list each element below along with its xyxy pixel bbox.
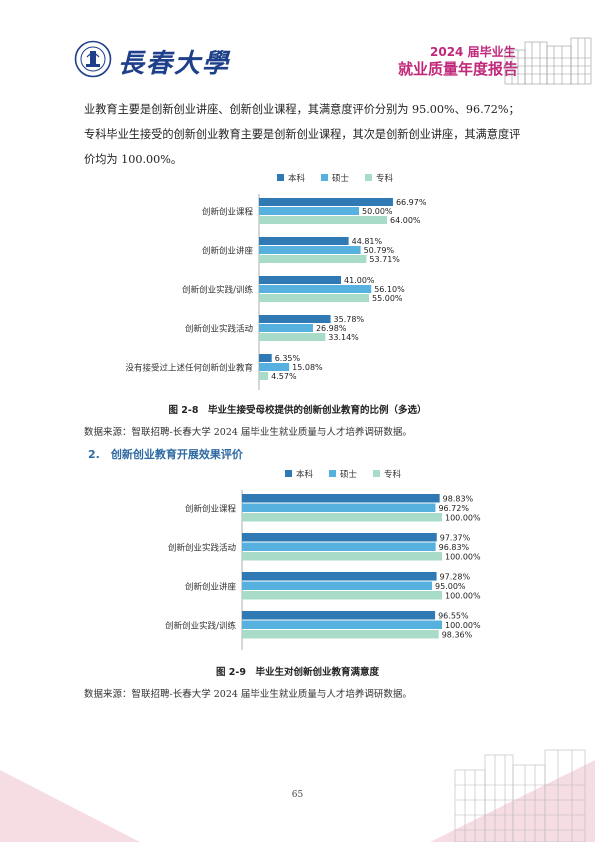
category-label: 创新创业实践/训练	[182, 285, 253, 296]
legend-label: 本科	[296, 469, 314, 480]
bar	[259, 237, 349, 245]
bar	[259, 246, 361, 254]
data-label: 15.08%	[292, 363, 323, 372]
data-label: 97.28%	[440, 573, 471, 582]
legend-label: 专科	[384, 469, 402, 480]
data-label: 96.55%	[438, 612, 469, 621]
bar	[259, 315, 331, 323]
university-logo-text: 長春大學	[118, 49, 231, 79]
bar	[242, 572, 437, 581]
data-label: 98.83%	[443, 495, 474, 504]
data-label: 33.14%	[328, 333, 359, 342]
data-label: 97.37%	[440, 534, 471, 543]
bar	[242, 503, 436, 512]
figure-caption-2-8: 图 2-8 毕业生接受母校提供的创新创业教育的比例（多选）	[168, 405, 427, 416]
bar	[242, 533, 437, 542]
bar	[242, 611, 436, 620]
bar	[259, 324, 313, 332]
data-label: 55.00%	[372, 294, 403, 303]
data-label: 4.57%	[271, 372, 297, 381]
data-label: 26.98%	[316, 324, 347, 333]
data-label: 35.78%	[334, 315, 365, 324]
figure-caption-2-9: 图 2-9 毕业生对创新创业教育满意度	[216, 667, 379, 678]
data-label: 64.00%	[390, 216, 421, 225]
building-illustration-icon	[504, 37, 592, 85]
legend-swatch	[373, 470, 380, 477]
bar	[259, 363, 290, 371]
bar	[259, 276, 341, 284]
legend-label: 本科	[288, 173, 306, 184]
chart-innovation-education-satisfaction: 本科 硕士 专科创新创业课程98.83%96.72%100.00%创新创业实践活动9…	[165, 469, 481, 650]
data-source-note: 数据来源：智联招聘-长春大学 2024 届毕业生就业质量与人才培养调研数据。	[84, 427, 412, 438]
category-label: 创新创业讲座	[202, 246, 254, 257]
body-paragraph: 业教育主要是创新创业讲座、创新创业课程，其满意度评价分别为 95.00%、96.…	[84, 103, 521, 166]
bar	[259, 198, 393, 206]
bar	[259, 354, 272, 362]
legend-label: 专科	[376, 173, 394, 184]
category-label: 创新创业实践活动	[185, 324, 254, 335]
data-label: 56.10%	[374, 285, 405, 294]
legend-swatch	[321, 174, 328, 181]
legend-swatch	[365, 174, 372, 181]
bar	[259, 255, 367, 263]
data-label: 100.00%	[445, 514, 481, 523]
bar	[242, 630, 439, 639]
bar	[259, 285, 372, 293]
bar	[259, 207, 359, 215]
bar	[259, 333, 326, 341]
bar	[242, 542, 436, 551]
category-label: 创新创业课程	[202, 207, 254, 218]
data-label: 50.00%	[362, 207, 393, 216]
report-title: 就业质量年度报告	[398, 60, 519, 78]
data-label: 50.79%	[364, 246, 395, 255]
legend-swatch	[329, 470, 336, 477]
data-label: 95.00%	[435, 582, 466, 591]
data-source-note: 数据来源：智联招聘-长春大学 2024 届毕业生就业质量与人才培养调研数据。	[84, 689, 412, 700]
page-header: 長春大學 2024 届毕业生 就业质量年度报告	[0, 0, 595, 85]
category-label: 创新创业实践/训练	[165, 620, 236, 631]
university-seal-icon	[74, 40, 112, 78]
category-label: 创新创业课程	[185, 503, 237, 514]
data-label: 41.00%	[344, 276, 375, 285]
bar	[259, 372, 269, 380]
bar	[242, 494, 440, 503]
data-label: 100.00%	[445, 621, 481, 630]
bar	[242, 581, 432, 590]
page-number: 65	[291, 790, 304, 800]
data-label: 96.83%	[439, 543, 470, 552]
data-label: 100.00%	[445, 592, 481, 601]
data-label: 53.71%	[369, 255, 400, 264]
bar	[242, 513, 442, 522]
category-label: 创新创业实践活动	[168, 542, 237, 553]
category-label: 没有接受过上述任何创新创业教育	[125, 363, 253, 374]
bar	[259, 216, 387, 224]
category-label: 创新创业讲座	[185, 581, 237, 592]
legend-label: 硕士	[340, 469, 358, 480]
legend-label: 硕士	[332, 173, 350, 184]
section-heading: 2. 创新创业教育开展效果评价	[88, 448, 243, 461]
data-label: 6.35%	[275, 354, 301, 363]
report-year-label: 2024 届毕业生	[430, 45, 516, 59]
data-label: 96.72%	[438, 504, 469, 513]
bar	[259, 294, 369, 302]
legend-swatch	[285, 470, 292, 477]
data-label: 98.36%	[442, 631, 473, 640]
bar	[242, 591, 442, 600]
data-label: 100.00%	[445, 553, 481, 562]
legend-swatch	[277, 174, 284, 181]
bar	[242, 620, 442, 629]
bar	[242, 552, 442, 561]
data-label: 66.97%	[396, 198, 427, 207]
data-label: 44.81%	[352, 237, 383, 246]
